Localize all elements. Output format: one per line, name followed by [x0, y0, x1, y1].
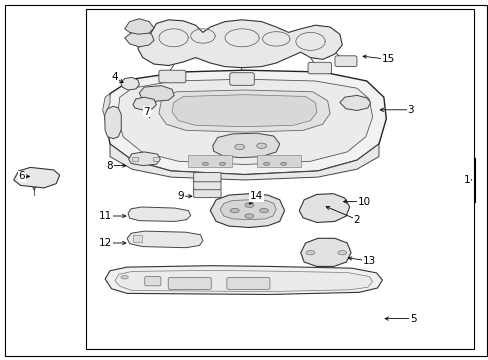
Polygon shape: [212, 133, 279, 158]
Text: 15: 15: [381, 54, 395, 64]
Text: 2: 2: [353, 215, 360, 225]
Polygon shape: [172, 95, 316, 127]
Text: 8: 8: [106, 161, 113, 171]
Polygon shape: [14, 167, 60, 188]
Ellipse shape: [234, 144, 244, 150]
Text: 13: 13: [362, 256, 375, 266]
Text: 10: 10: [357, 197, 370, 207]
FancyBboxPatch shape: [193, 180, 221, 190]
Polygon shape: [139, 86, 174, 102]
Ellipse shape: [244, 203, 253, 207]
Polygon shape: [124, 31, 154, 47]
Ellipse shape: [230, 208, 239, 213]
Bar: [256, 155, 300, 167]
Text: 5: 5: [409, 314, 416, 324]
Ellipse shape: [202, 162, 208, 165]
Polygon shape: [115, 270, 372, 292]
FancyBboxPatch shape: [307, 62, 331, 74]
Ellipse shape: [337, 251, 346, 255]
Text: 12: 12: [98, 238, 112, 248]
Ellipse shape: [263, 162, 269, 165]
Polygon shape: [102, 94, 110, 122]
Ellipse shape: [259, 208, 268, 213]
Bar: [188, 155, 232, 167]
FancyBboxPatch shape: [168, 278, 211, 289]
Text: 7: 7: [143, 107, 150, 117]
Text: 9: 9: [177, 191, 184, 201]
Polygon shape: [104, 106, 121, 139]
Polygon shape: [128, 152, 160, 166]
Bar: [132, 157, 138, 161]
Bar: [85, 9, 473, 349]
FancyBboxPatch shape: [226, 278, 269, 289]
FancyBboxPatch shape: [144, 276, 161, 286]
Text: 11: 11: [98, 211, 112, 221]
Polygon shape: [127, 231, 203, 248]
Polygon shape: [210, 194, 284, 228]
Polygon shape: [128, 207, 190, 221]
Ellipse shape: [280, 162, 286, 165]
Ellipse shape: [305, 251, 314, 255]
Polygon shape: [117, 79, 372, 165]
Ellipse shape: [256, 143, 266, 149]
Polygon shape: [105, 266, 382, 294]
Text: 4: 4: [111, 72, 118, 82]
FancyBboxPatch shape: [334, 56, 356, 67]
Polygon shape: [299, 194, 349, 222]
Text: 3: 3: [407, 105, 413, 115]
Polygon shape: [121, 77, 139, 90]
Polygon shape: [138, 20, 342, 68]
Text: 14: 14: [249, 191, 263, 201]
FancyBboxPatch shape: [193, 188, 221, 198]
FancyBboxPatch shape: [193, 172, 221, 182]
Polygon shape: [124, 19, 154, 34]
Polygon shape: [159, 90, 329, 132]
Ellipse shape: [219, 162, 225, 165]
Polygon shape: [339, 95, 370, 111]
Polygon shape: [220, 200, 276, 220]
Polygon shape: [133, 97, 156, 110]
Ellipse shape: [244, 214, 253, 218]
Bar: [153, 157, 159, 161]
FancyBboxPatch shape: [229, 73, 254, 85]
FancyBboxPatch shape: [159, 70, 185, 83]
Ellipse shape: [121, 275, 128, 279]
Bar: [133, 235, 142, 242]
Text: 6: 6: [19, 171, 25, 181]
Text: 1: 1: [463, 175, 469, 185]
Polygon shape: [105, 70, 386, 175]
Polygon shape: [300, 238, 350, 266]
Polygon shape: [110, 144, 378, 180]
